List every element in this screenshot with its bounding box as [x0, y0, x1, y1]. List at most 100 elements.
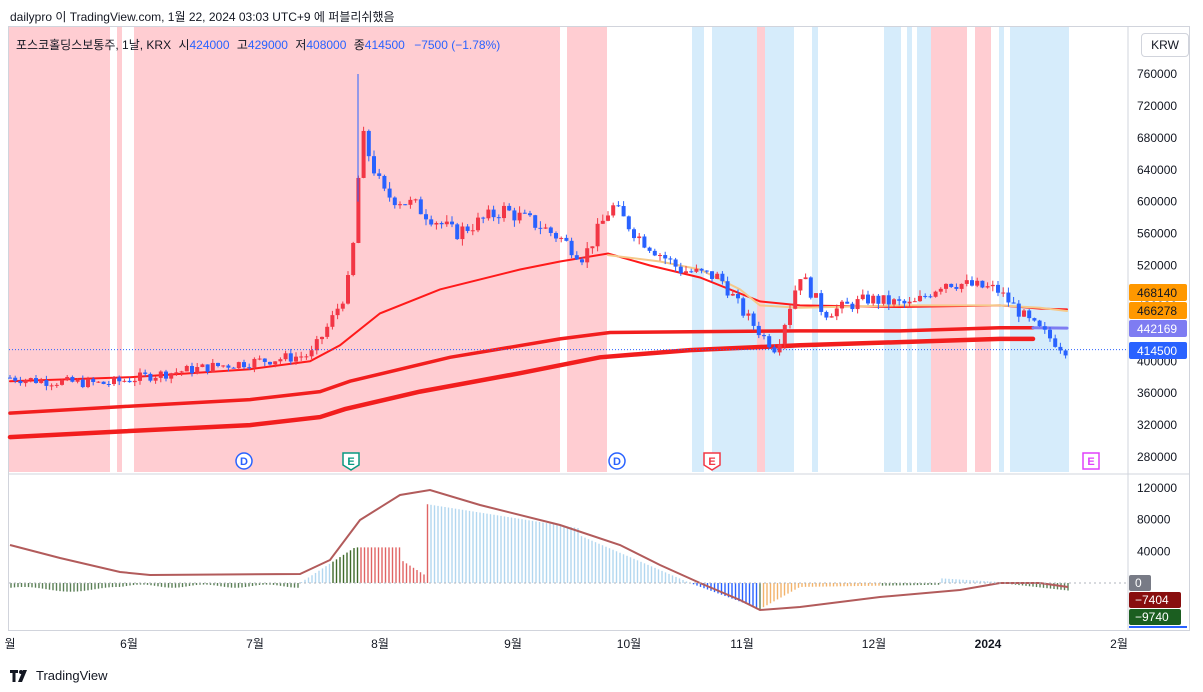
candle-body — [876, 295, 881, 304]
candle-body — [543, 227, 548, 229]
event-marker-2: D — [608, 452, 626, 470]
zone-blue-9 — [884, 27, 901, 472]
candle-body — [325, 326, 330, 337]
candle-body — [907, 301, 912, 304]
candle-body — [1032, 318, 1037, 321]
candle-body — [1022, 310, 1026, 317]
tradingview-logo-icon — [10, 669, 30, 682]
candle-body — [382, 175, 387, 189]
candle-body — [507, 205, 512, 211]
price-tag-text: 442169 — [1137, 322, 1177, 336]
footer-brand[interactable]: TradingView — [10, 668, 108, 683]
candle-body — [637, 236, 642, 239]
candle-body — [138, 372, 142, 381]
chart-frame[interactable] — [8, 26, 1190, 631]
candle-body — [476, 217, 480, 231]
currency-button[interactable]: KRW — [1141, 33, 1189, 57]
candle-body — [117, 377, 122, 382]
candle-body — [824, 311, 829, 318]
candle-body — [39, 380, 44, 383]
candle-body — [132, 380, 137, 383]
candle-body — [408, 199, 413, 205]
candle-body — [496, 217, 501, 219]
price-tag-0: 468140 — [1129, 284, 1187, 301]
candle-body — [777, 344, 782, 353]
candle-body — [959, 283, 964, 289]
candle-body — [106, 384, 111, 386]
candle-body — [798, 279, 803, 291]
candle-body — [65, 376, 70, 381]
candle-body — [782, 324, 787, 345]
candle-body — [49, 385, 54, 387]
zone-blue-10 — [907, 27, 912, 472]
price-tick-1: 320000 — [1137, 418, 1177, 432]
indicator-tick-1: 40000 — [1137, 544, 1171, 558]
candle-body — [179, 371, 184, 373]
candle-body — [980, 280, 985, 288]
candle-body — [808, 277, 813, 298]
candle-body — [439, 222, 444, 225]
indicator-tag-bg — [1129, 609, 1181, 625]
candle-body — [626, 216, 631, 230]
candle-body — [554, 232, 558, 239]
candle-body — [814, 293, 818, 298]
candle-body — [80, 379, 85, 388]
time-label-2: 7월 — [246, 637, 264, 651]
low-label: 저 — [295, 38, 307, 52]
candle-body — [1063, 350, 1068, 356]
ma-line-short — [9, 252, 1068, 383]
candle-body — [309, 350, 314, 357]
candle-body — [1001, 292, 1006, 294]
event-marker-4: E — [1082, 452, 1100, 470]
candle-body — [1048, 329, 1052, 339]
candle-body — [538, 227, 543, 229]
price-tag-1: 466278 — [1129, 302, 1187, 319]
candle-body — [528, 213, 532, 216]
candle-body — [673, 259, 678, 267]
candle-body — [1042, 326, 1047, 330]
open-value: 424000 — [189, 38, 230, 52]
price-tick-2: 360000 — [1137, 386, 1177, 400]
candle-body — [829, 316, 834, 318]
candle-body — [273, 361, 278, 365]
candle-body — [278, 359, 283, 362]
event-marker-1: E — [342, 452, 360, 471]
price-tick-9: 640000 — [1137, 163, 1177, 177]
candle-body — [725, 281, 730, 296]
candle-body — [351, 242, 356, 276]
candle-body — [86, 378, 90, 388]
price-tag-2: 442169 — [1129, 320, 1187, 337]
zone-red-2 — [134, 27, 560, 472]
symbol-name[interactable]: 포스코홀딩스보통주, 1날, KRX — [16, 38, 172, 52]
candle-body — [70, 376, 75, 382]
candle-body — [954, 286, 959, 289]
candle-body — [756, 325, 761, 336]
event-label: E — [1087, 456, 1094, 468]
candle-body — [221, 365, 226, 367]
publish-line: dailypro 이 TradingView.com, 1월 22, 2024 … — [10, 10, 395, 24]
time-label-8: 2024 — [975, 637, 1002, 651]
candle-body — [398, 204, 402, 206]
candle-body — [642, 236, 647, 248]
candle-body — [44, 380, 49, 386]
candle-body — [226, 365, 231, 368]
candle-body — [169, 373, 174, 379]
ma-line-long — [7, 336, 1036, 440]
candle-body — [148, 373, 153, 381]
candle-body — [340, 303, 345, 309]
candle-body — [902, 300, 907, 304]
candle-body — [990, 284, 995, 287]
indicator-tag-text: 0 — [1135, 576, 1142, 590]
candle-body — [1058, 346, 1063, 351]
candle-body — [34, 378, 38, 383]
candle-body — [247, 367, 252, 369]
candle-body — [964, 280, 969, 284]
candle-body — [8, 377, 12, 379]
zone-red-1 — [117, 27, 122, 472]
candle-body — [377, 173, 382, 176]
indicator-tag-bg — [1129, 575, 1151, 591]
time-label-6: 11월 — [730, 637, 754, 651]
event-label: D — [240, 456, 248, 468]
